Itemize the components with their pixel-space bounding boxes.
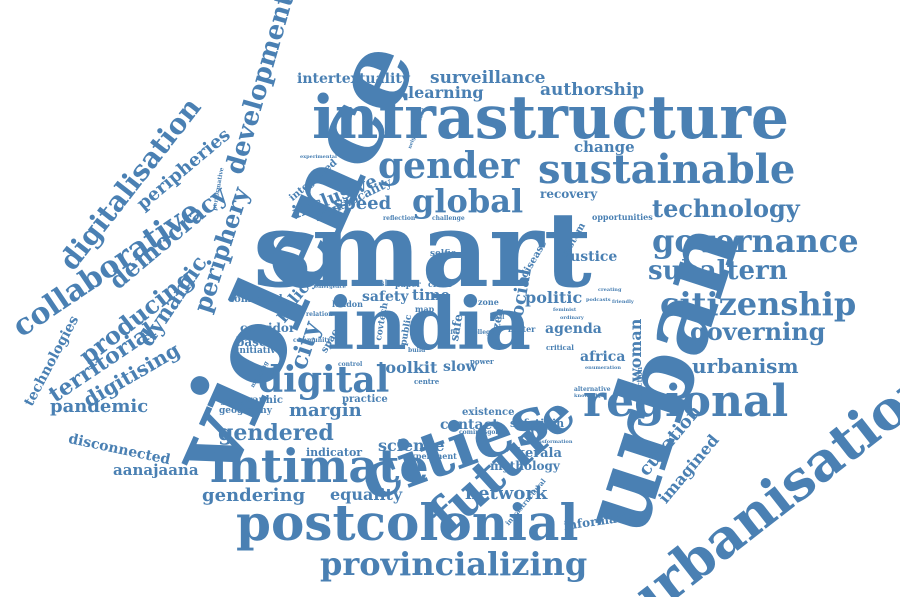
word-challenge: challenge: [432, 215, 465, 222]
word-experimental: experimental: [300, 154, 337, 160]
word-mythology: mythology: [490, 459, 560, 473]
word-podcasts: podcasts: [586, 297, 611, 303]
word-subaltern: subaltern: [648, 256, 788, 286]
word-experiment: experiment: [406, 451, 457, 461]
word-zone: zone: [478, 297, 499, 307]
word-intimate: intimate: [210, 439, 429, 493]
word-selfie: selfie: [430, 249, 457, 259]
word-crisis: crisis: [428, 279, 453, 289]
word-feminist: feminist: [553, 307, 577, 313]
word-build: build: [408, 347, 426, 354]
word-life: life: [446, 329, 457, 336]
word-sustainable: sustainable: [538, 146, 796, 193]
word-enumeration: enumeration: [585, 365, 621, 371]
word-gender: gender: [378, 145, 520, 187]
word-speed: speed: [333, 193, 392, 214]
word-gendered: gendered: [218, 420, 334, 446]
word-paper: paper: [395, 279, 421, 289]
word-time: time: [412, 286, 451, 304]
word-infrastructure: infrastructure: [312, 83, 790, 153]
word-london: london: [332, 299, 363, 309]
word-margin: margin: [289, 400, 362, 421]
word-initiative: initiative: [236, 346, 282, 356]
word-global: global: [412, 182, 524, 220]
word-digital: digital: [258, 359, 390, 401]
word-control: control: [338, 361, 363, 368]
word-agenda: agenda: [545, 321, 602, 337]
word-urbanism: urbanism: [692, 354, 799, 378]
word-safety: safety: [362, 289, 409, 305]
word-corridor: corridor: [240, 321, 296, 335]
word-network: network: [465, 483, 548, 504]
word-better: better: [508, 324, 536, 334]
word-citizenship: citizenship: [660, 285, 857, 323]
word-friendly: friendly: [612, 299, 634, 305]
word-emergence: emergence: [315, 284, 346, 290]
word-geography: geography: [219, 406, 272, 416]
word-kerala: kerala: [516, 446, 562, 461]
word-contact: contact: [440, 417, 499, 433]
word-postcolonial: postcolonial: [236, 493, 579, 552]
word-indicator: indicator: [306, 446, 363, 459]
word-regional: regional: [583, 376, 789, 427]
word-slow: slow: [443, 359, 478, 375]
word-slum: slum: [380, 278, 402, 288]
word-politic: politic: [525, 288, 583, 307]
word-production: production: [635, 366, 644, 410]
word-geographic: geographic: [220, 395, 283, 406]
word-goal: goal: [490, 314, 505, 321]
word-knowledge: knowledge: [574, 393, 604, 399]
word-justice: justice: [565, 249, 618, 265]
word-change: change: [574, 138, 635, 156]
word-safetipin: safetipin: [510, 417, 565, 430]
word-gendering: gendering: [202, 485, 306, 506]
word-technology: technology: [652, 194, 800, 223]
word-toolkit: toolkit: [378, 358, 438, 377]
word-reflection: reflection: [383, 215, 416, 222]
word-comingsgoing: comingsgoing: [459, 429, 507, 436]
word-provincializing: provincializing: [320, 545, 588, 583]
word-surveillance: surveillance: [430, 68, 546, 88]
word-india: india: [327, 281, 532, 366]
word-pandemic: pandemic: [50, 396, 149, 417]
word-power: power: [470, 357, 494, 366]
word-command: command: [228, 294, 283, 305]
word-relation: relation: [306, 311, 333, 318]
word-existence: existence: [462, 407, 515, 418]
word-transformation: transformation: [530, 439, 573, 445]
word-opportunities: opportunities: [592, 212, 653, 222]
word-map: map: [415, 304, 435, 314]
word-africa: africa: [580, 349, 626, 365]
word-intertextuality: intertextuality: [297, 71, 410, 87]
word-centre: centre: [414, 377, 440, 386]
word-alternative: alternative: [574, 386, 611, 393]
word-governance: governance: [652, 222, 859, 260]
word-critical: critical: [546, 343, 574, 352]
word-aanajaana: aanajaana: [113, 461, 199, 479]
word-based: based: [236, 335, 275, 349]
word-governing: governing: [690, 317, 826, 346]
word-authorship: authorship: [540, 80, 645, 100]
word-science: science: [378, 436, 445, 455]
word-creating: creating: [598, 287, 622, 293]
word-equality: equality: [330, 485, 403, 504]
word-community: community: [293, 337, 331, 344]
word-college: college: [470, 329, 495, 336]
word-ordinary: ordinary: [560, 315, 584, 321]
word-practice: practice: [342, 394, 388, 405]
word-smart: smart: [253, 188, 592, 311]
word-learning: learning: [408, 83, 484, 102]
word-recovery: recovery: [540, 187, 598, 201]
